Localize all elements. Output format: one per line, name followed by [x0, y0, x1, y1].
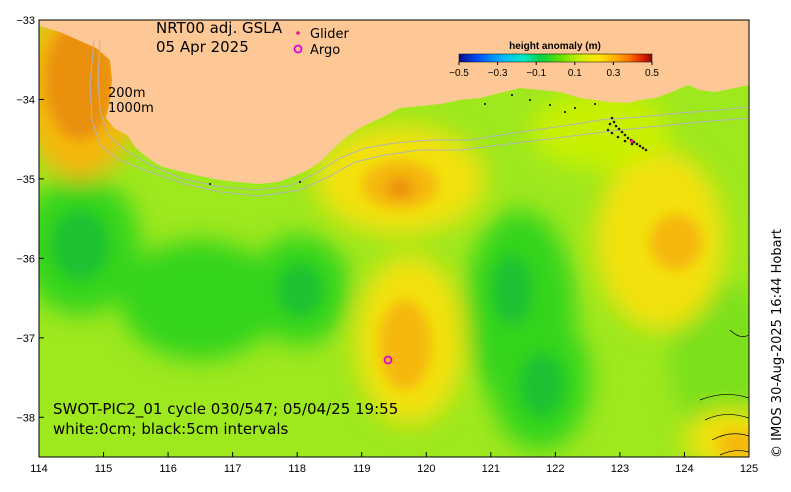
y-tick-label: −37	[16, 333, 35, 345]
colorbar: height anomaly (m) −0.5 −0.3 −0.1 0.1 0.3 0.5	[449, 41, 659, 79]
plot-area: NRT00 adj. GSLA 05 Apr 2025 Glider Argo …	[39, 19, 749, 457]
map-title-line2: 05 Apr 2025	[156, 38, 249, 56]
colorbar-ramp	[458, 53, 653, 63]
glider-position	[630, 139, 634, 143]
colorbar-tick-label: 0.1	[568, 68, 582, 79]
isobaths	[89, 39, 749, 197]
x-tick-label: 120	[417, 463, 435, 475]
anomaly-field	[39, 20, 749, 457]
argo-float	[383, 355, 393, 365]
depth-label-200m: 200m	[108, 86, 145, 101]
y-tick-label: −34	[16, 94, 35, 106]
x-tick-label: 118	[288, 463, 306, 475]
y-tick-label: −36	[16, 253, 35, 265]
x-tick-label: 123	[611, 463, 629, 475]
coast-dots	[209, 94, 596, 185]
glider-legend-marker	[296, 31, 300, 35]
plot-frame	[38, 19, 750, 458]
glider-legend-label: Glider	[310, 27, 350, 42]
x-tick-label: 122	[546, 463, 564, 475]
x-tick-label: 125	[740, 463, 758, 475]
argo-legend-label: Argo	[310, 43, 340, 58]
contour-lines	[699, 329, 749, 456]
colorbar-tick-label: 0.3	[606, 68, 620, 79]
x-tick-label: 117	[224, 463, 242, 475]
colorbar-ticks: −0.5 −0.3 −0.1 0.1 0.3 0.5	[449, 62, 659, 79]
depth-label-1000m: 1000m	[108, 101, 154, 116]
colorbar-tick-label: 0.5	[645, 68, 659, 79]
swot-annotation-line1: SWOT-PIC2_01 cycle 030/547; 05/04/25 19:…	[53, 400, 398, 419]
y-tick-label: −35	[16, 174, 35, 186]
x-axis: 114 115 116 117 118 119 120 121 122 123 124 125	[30, 452, 758, 475]
colorbar-tick-label: −0.5	[449, 68, 469, 79]
y-axis: −33 −34 −35 −36 −37 −38	[16, 15, 44, 424]
x-tick-label: 121	[482, 463, 500, 475]
colorbar-tick-label: −0.3	[488, 68, 508, 79]
x-tick-label: 114	[30, 463, 48, 475]
x-tick-label: 116	[159, 463, 177, 475]
map-title-line1: NRT00 adj. GSLA	[156, 19, 283, 37]
x-tick-label: 124	[675, 463, 693, 475]
y-tick-label: −38	[16, 412, 35, 424]
colorbar-title: height anomaly (m)	[509, 41, 601, 52]
credit-label: © IMOS 30-Aug-2025 16:44 Hobart	[770, 229, 785, 458]
x-tick-label: 115	[95, 463, 113, 475]
x-tick-label: 119	[353, 463, 371, 475]
swot-annotation-line2: white:0cm; black:5cm intervals	[53, 420, 289, 438]
argo-legend-marker	[293, 44, 303, 54]
colorbar-tick-label: −0.1	[526, 68, 546, 79]
y-tick-label: −33	[16, 15, 35, 27]
